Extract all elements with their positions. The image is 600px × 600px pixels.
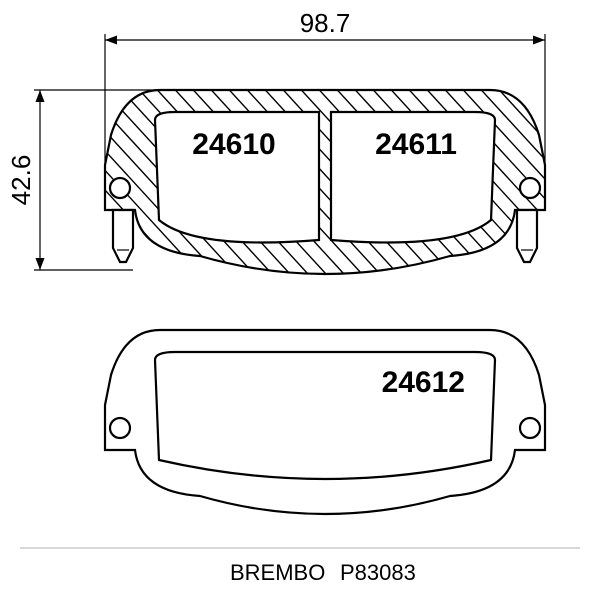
- part-number-upper-left-svg: 24610: [192, 128, 275, 161]
- part-number-upper-right-svg: 24611: [375, 128, 457, 161]
- wear-sensor-upper-right: [517, 210, 537, 262]
- product-code-svg: P83083: [340, 560, 416, 585]
- brand-name-svg: BREMBO: [230, 560, 325, 585]
- mounting-hole-lower-right: [520, 418, 540, 438]
- mounting-hole-lower-left: [110, 418, 130, 438]
- dimension-width-svg: 98.7: [300, 8, 351, 38]
- brake-pad-lower: 24612: [105, 330, 545, 514]
- mounting-hole-upper-right: [520, 178, 540, 198]
- part-number-lower-svg: 24612: [382, 366, 465, 399]
- branding-footer: BREMBO P83083: [20, 548, 580, 585]
- brake-pad-upper: 24610 24611: [0, 70, 600, 310]
- dimension-height-svg: 42.6: [6, 155, 36, 206]
- wear-sensor-upper-left: [113, 210, 133, 262]
- mounting-hole-upper-left: [110, 178, 130, 198]
